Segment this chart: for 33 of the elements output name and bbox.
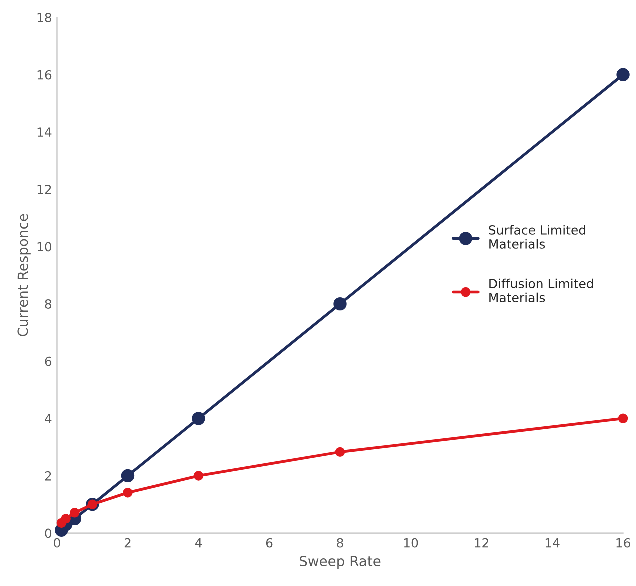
point: [618, 414, 628, 424]
point: [616, 68, 630, 82]
point: [192, 412, 206, 426]
y-tick-label: 2: [45, 471, 52, 481]
point: [335, 447, 346, 458]
y-axis-title: Current Responce: [18, 214, 31, 336]
point: [70, 508, 80, 518]
y-tick-label: 14: [38, 128, 52, 137]
point: [194, 471, 204, 481]
point: [334, 297, 347, 311]
y-tick-label: 12: [38, 184, 52, 194]
legend-label: Surface Limited Materials: [489, 225, 586, 249]
point: [123, 488, 133, 498]
x-tick-label: 10: [404, 538, 418, 548]
x-tick-label: 8: [337, 538, 344, 548]
x-tick-label: 16: [616, 538, 630, 548]
y-tick-label: 10: [38, 242, 52, 252]
x-tick-label: 12: [475, 538, 488, 548]
x-tick-label: 14: [546, 538, 560, 548]
y-tick-label: 4: [45, 414, 52, 424]
x-tick-label: 0: [54, 538, 60, 548]
x-tick-label: 6: [266, 538, 273, 548]
x-tick-label: 4: [195, 538, 202, 548]
y-tick-label: 16: [38, 70, 52, 80]
x-axis-title: Sweep Rate: [300, 556, 381, 570]
legend-label: Diffusion Limited Materials: [490, 278, 594, 303]
x-tick-label: 2: [124, 538, 131, 548]
point: [61, 514, 71, 524]
y-tick-label: 18: [38, 13, 52, 23]
point: [121, 469, 135, 483]
y-tick-label: 8: [45, 300, 52, 309]
y-tick-label: 6: [45, 356, 52, 366]
y-tick-label: 0: [45, 528, 52, 538]
